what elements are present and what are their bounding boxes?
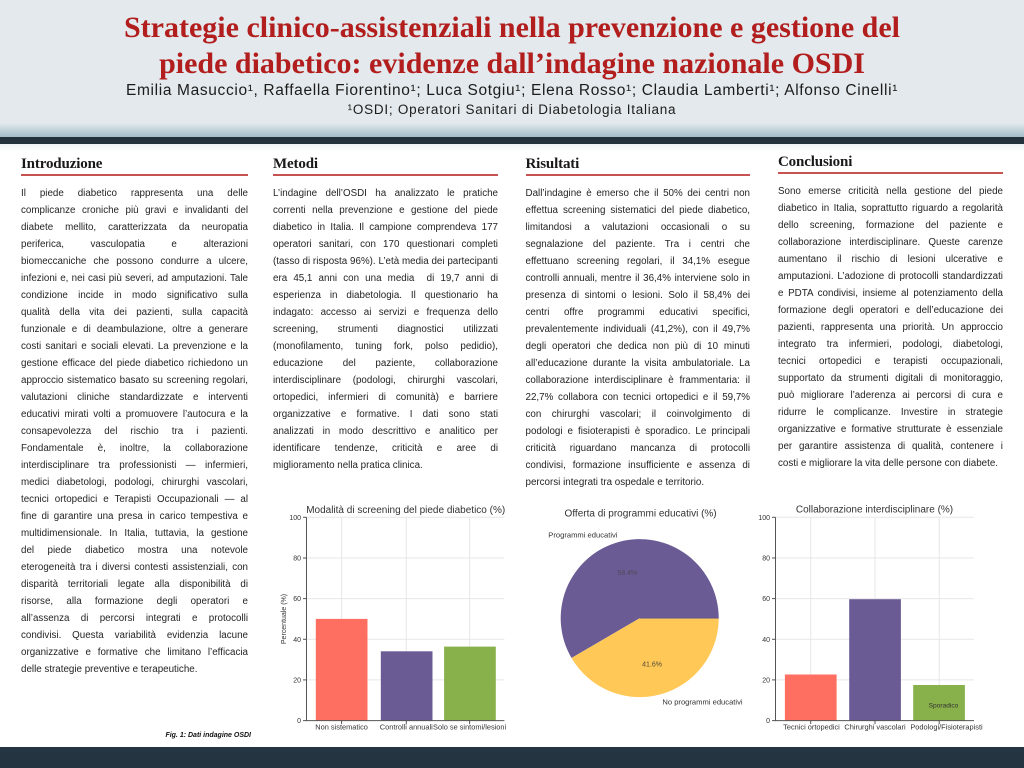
svg-text:Chirurghi vascolari: Chirurghi vascolari	[844, 723, 906, 732]
svg-text:No programmi educativi: No programmi educativi	[662, 698, 742, 707]
svg-text:20: 20	[762, 677, 770, 684]
svg-text:Percentuale (%): Percentuale (%)	[281, 594, 288, 644]
svg-text:Modalità di screening del pied: Modalità di screening del piede diabetic…	[306, 505, 505, 516]
svg-text:60: 60	[762, 596, 770, 603]
svg-text:Offerta di programmi educativi: Offerta di programmi educativi (%)	[565, 508, 717, 519]
svg-text:Programmi educativi: Programmi educativi	[548, 530, 618, 539]
svg-text:Solo se sintomi/lesioni: Solo se sintomi/lesioni	[433, 723, 506, 732]
svg-text:58.4%: 58.4%	[617, 570, 637, 577]
svg-text:80: 80	[293, 556, 301, 563]
svg-text:100: 100	[758, 515, 770, 522]
svg-text:80: 80	[762, 556, 770, 563]
svg-text:41.6%: 41.6%	[642, 662, 662, 669]
svg-text:60: 60	[293, 596, 301, 603]
svg-text:Tecnici ortopedici: Tecnici ortopedici	[783, 723, 840, 732]
svg-text:0: 0	[297, 718, 301, 725]
svg-text:40: 40	[293, 637, 301, 644]
svg-text:Collaborazione interdisciplina: Collaborazione interdisciplinare (%)	[796, 504, 953, 515]
svg-text:Controlli annuali: Controlli annuali	[380, 723, 433, 732]
svg-text:40: 40	[762, 637, 770, 644]
svg-text:100: 100	[289, 515, 301, 522]
svg-text:Non sistematico: Non sistematico	[315, 723, 368, 732]
svg-text:0: 0	[766, 718, 770, 725]
svg-text:Sporadico: Sporadico	[929, 703, 959, 710]
svg-text:20: 20	[293, 677, 301, 684]
svg-text:Podologi/Fisioterapisti: Podologi/Fisioterapisti	[910, 723, 983, 732]
